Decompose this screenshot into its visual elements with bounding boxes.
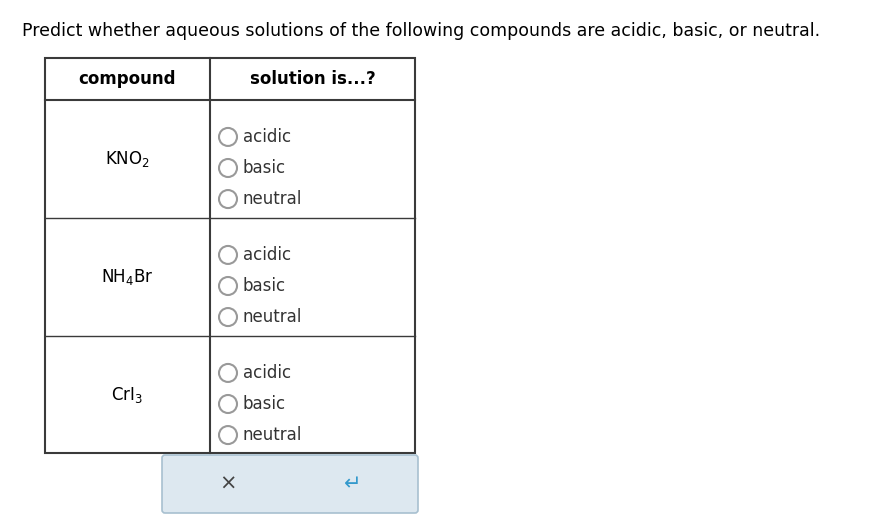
Circle shape <box>219 308 237 326</box>
Text: KNO$_2$: KNO$_2$ <box>105 149 150 169</box>
Text: neutral: neutral <box>243 426 302 444</box>
Text: NH$_4$Br: NH$_4$Br <box>101 267 154 287</box>
Circle shape <box>219 128 237 146</box>
Text: acidic: acidic <box>243 246 291 264</box>
Text: CrI$_3$: CrI$_3$ <box>112 385 144 405</box>
Text: compound: compound <box>79 70 176 88</box>
Text: neutral: neutral <box>243 190 302 208</box>
Circle shape <box>219 246 237 264</box>
Circle shape <box>219 277 237 295</box>
Text: solution is...?: solution is...? <box>250 70 376 88</box>
Circle shape <box>219 364 237 382</box>
Text: basic: basic <box>243 395 286 413</box>
Text: acidic: acidic <box>243 364 291 382</box>
Text: ×: × <box>219 474 237 494</box>
Circle shape <box>219 159 237 177</box>
Circle shape <box>219 190 237 208</box>
Text: basic: basic <box>243 159 286 177</box>
Circle shape <box>219 395 237 413</box>
Text: Predict whether aqueous solutions of the following compounds are acidic, basic, : Predict whether aqueous solutions of the… <box>22 22 820 40</box>
Bar <box>45 58 415 453</box>
Text: neutral: neutral <box>243 308 302 326</box>
Text: basic: basic <box>243 277 286 295</box>
FancyBboxPatch shape <box>162 455 418 513</box>
Text: acidic: acidic <box>243 128 291 146</box>
Circle shape <box>219 426 237 444</box>
Text: ↵: ↵ <box>344 474 361 494</box>
